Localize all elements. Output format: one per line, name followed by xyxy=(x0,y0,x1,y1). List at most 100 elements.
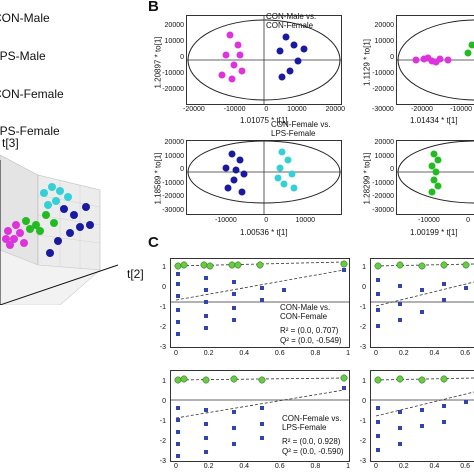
y-tick-label: 1 xyxy=(162,378,166,385)
x-tick-label: 0 xyxy=(264,217,269,224)
x-tick-label: -30000 xyxy=(372,106,394,113)
x-tick-label: 0 xyxy=(374,463,378,470)
y-axis-label: 1.1129 * to[1] xyxy=(362,39,372,86)
y-axis-label: 1.20897 * to[1] xyxy=(153,36,163,89)
panel-letter-b: B xyxy=(148,0,159,15)
y-tick-label: 10000 xyxy=(164,38,184,45)
x-tick-label: 0.2 xyxy=(203,350,214,357)
legend-item-label: CON-Female xyxy=(0,87,64,101)
permutation-label: CON-Female xyxy=(280,312,328,321)
y-tick-label: -2 xyxy=(159,324,166,331)
r2-points xyxy=(174,260,348,270)
x-tick-label: 0.2 xyxy=(398,350,409,357)
y-tick-label: 0 xyxy=(362,398,366,405)
y-axis-label: 1.28299 * to[1] xyxy=(362,152,372,205)
plot-frame xyxy=(370,370,474,462)
r2-points xyxy=(174,374,348,384)
y-tick-labels: 1 0 -1 -2 -3 xyxy=(152,372,166,472)
x-tick-label: 0.6 xyxy=(460,463,470,470)
y-tick-label: 0 xyxy=(362,284,366,291)
x-tick-labels: 0 0.2 0.4 0.6 0.8 1 xyxy=(174,463,350,470)
y-tick-label: -30000 xyxy=(372,206,394,214)
x-tick-label: 10000 xyxy=(295,217,315,224)
permutation-label: CON-Male vs. xyxy=(280,303,331,312)
y-tick-label: -3 xyxy=(359,344,366,351)
x-axis-label: 1.01434 * t[1] xyxy=(410,116,458,125)
x-tick-labels: 0 0.2 0.4 0.6 0.8 1 xyxy=(174,350,350,357)
plot-frame xyxy=(396,140,474,215)
x-tick-label: -10000 xyxy=(418,217,440,224)
x-tick-label: -20000 xyxy=(411,106,433,113)
x-axis-label: 1.00199 * t[1] xyxy=(410,228,458,237)
y-tick-label: 10000 xyxy=(374,38,394,45)
y-tick-label: -1 xyxy=(359,418,366,425)
y-tick-label: -10000 xyxy=(162,179,184,187)
x-tick-label: 0.6 xyxy=(274,350,285,357)
y-tick-label: 20000 xyxy=(164,139,184,146)
score-points xyxy=(222,148,298,196)
y-tick-label: -3 xyxy=(159,344,166,351)
y-tick-label: -1 xyxy=(159,304,166,311)
x-tick-labels: -10000 0 xyxy=(418,217,470,224)
x-tick-label: -20000 xyxy=(183,106,205,113)
x-tick-label: -10000 xyxy=(223,106,246,113)
permutation-label: CON-Female vs. xyxy=(282,414,342,423)
axis-label-t3: t[3] xyxy=(2,136,19,150)
q2-intercept: Q² = (0.0, -0.549) xyxy=(280,336,342,345)
x-tick-label: 0 xyxy=(174,463,178,470)
panel-letter-c: C xyxy=(148,234,159,251)
q2-points xyxy=(176,268,346,336)
y-tick-label: -20000 xyxy=(372,86,394,93)
y-tick-label: 20000 xyxy=(374,22,394,29)
y-tick-label: 1 xyxy=(162,264,166,271)
y-tick-label: 0 xyxy=(162,284,166,291)
y-tick-labels: 1 0 -1 -2 -3 xyxy=(152,258,166,358)
y-tick-label: 1 xyxy=(362,264,366,271)
y-tick-label: 0 xyxy=(162,398,166,405)
x-tick-label: 0 xyxy=(264,106,269,113)
x-tick-label: 0.6 xyxy=(460,350,470,357)
r2-intercept: R² = (0.0, 0.928) xyxy=(282,437,341,446)
x-tick-labels: -30000 -20000 -10000 xyxy=(372,106,472,113)
y-tick-label: -2 xyxy=(159,438,166,445)
legend-item-label: CON-Male xyxy=(0,11,50,25)
x-tick-label: 0 xyxy=(466,217,470,224)
x-tick-labels: 0 0.2 0.4 0.6 xyxy=(374,463,470,470)
x-tick-label: 1 xyxy=(346,463,350,470)
x-tick-label: 10000 xyxy=(287,106,307,113)
permutation-label: LPS-Female xyxy=(282,423,327,432)
y-tick-labels: 1 0 -1 -2 -3 xyxy=(352,258,366,358)
y-tick-label: 10000 xyxy=(374,152,394,160)
y-tick-label: 0 xyxy=(180,54,184,61)
plot-title: LPS-Female xyxy=(271,129,316,138)
score-points xyxy=(428,150,442,196)
y-tick-label: 1 xyxy=(362,378,366,385)
x-tick-label: 0.8 xyxy=(310,350,321,357)
x-tick-label: 0.8 xyxy=(310,463,321,470)
q2-points xyxy=(376,400,468,452)
plot-frame xyxy=(170,370,350,462)
y-tick-labels: 1 0 -1 -2 -3 xyxy=(352,372,366,472)
panel-a-points xyxy=(2,183,94,257)
score-points xyxy=(218,31,308,83)
x-tick-label: 0.2 xyxy=(398,463,409,470)
q2-intercept: Q² = (0.0, -0.590) xyxy=(282,447,344,456)
x-tick-label: 0.4 xyxy=(239,350,250,357)
y-tick-label: -10000 xyxy=(372,179,394,187)
plot-frame xyxy=(186,140,342,215)
x-axis-label: 1.00536 * t[1] xyxy=(240,228,288,237)
y-tick-label: -1 xyxy=(359,304,366,311)
y-tick-labels: 20000 10000 0 -10000 -20000 xyxy=(156,18,184,98)
y-tick-label: 20000 xyxy=(374,139,394,146)
y-axis-label: 1.18589 * to[1] xyxy=(153,152,163,205)
x-tick-label: -10000 xyxy=(215,217,237,224)
y-tick-label: -1 xyxy=(159,418,166,425)
legend-item-label: LPS-Male xyxy=(0,49,46,63)
y-tick-labels: 20000 10000 0 -10000 -20000 xyxy=(364,18,394,98)
y-tick-label: -3 xyxy=(359,458,366,465)
y-tick-label: -30000 xyxy=(162,206,184,214)
plot-title: CON-Male vs. xyxy=(266,12,317,21)
r2-intercept: R² = (0.0, 0.707) xyxy=(280,326,339,335)
x-tick-label: 1 xyxy=(346,350,350,357)
q2-points xyxy=(376,278,468,328)
